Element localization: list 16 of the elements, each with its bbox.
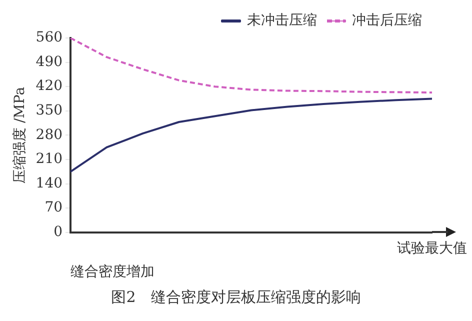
caption: 图2 缝合密度对层板压缩强度的影响	[110, 288, 362, 307]
legend-label: 冲击后压缩	[352, 12, 422, 29]
x-axis-title: 缝合密度增加	[70, 264, 155, 280]
line-series	[70, 38, 433, 94]
y-tick-label: 0	[54, 224, 63, 240]
y-tick-label: 420	[36, 78, 63, 94]
y-tick-label: 280	[36, 126, 63, 143]
y-tick-label: 560	[36, 30, 63, 46]
x-tick-label: 试验最大值	[397, 240, 467, 256]
y-tick-label: 140	[36, 175, 63, 192]
y-tick-label: 350	[36, 102, 63, 119]
y-tick-label: 210	[36, 151, 63, 168]
legend-label: 未冲击压缩	[247, 12, 317, 29]
y-axis-title: 压缩强度 /MPa	[12, 86, 28, 184]
y-tick-label: 490	[36, 54, 63, 70]
y-tick-label: 70	[44, 200, 63, 216]
